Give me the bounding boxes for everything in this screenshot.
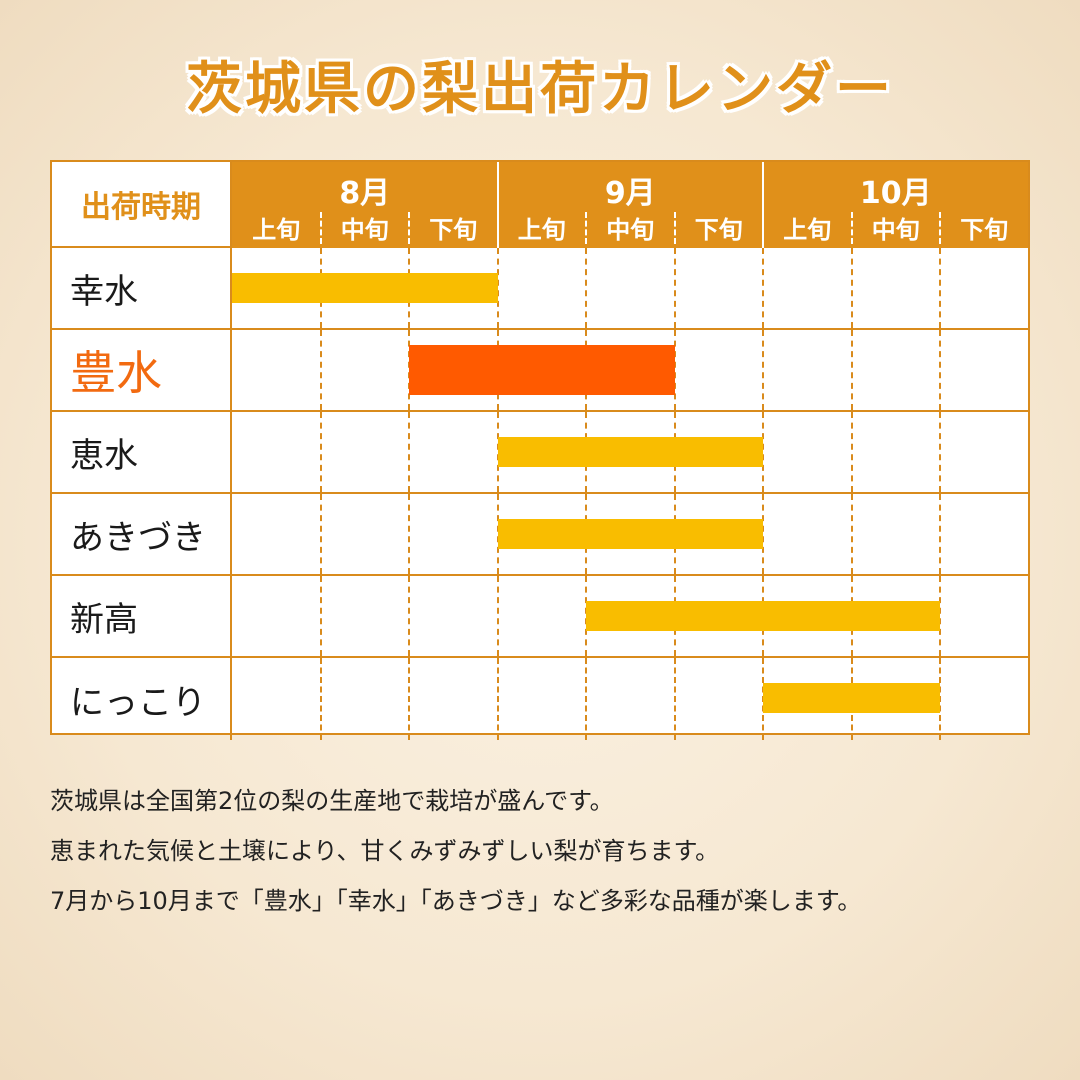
- grid-line: [850, 330, 853, 410]
- period-label: 中旬: [340, 216, 389, 244]
- description-line-1: 茨城県は全国第2位の梨の生産地で栽培が盛んです。: [50, 787, 614, 815]
- month-label: 10月: [859, 176, 932, 211]
- month-divider: [762, 162, 764, 248]
- page-title: 茨城県の梨出荷カレンダー: [186, 57, 894, 122]
- grid-line: [762, 248, 764, 328]
- calendar-header: 8月 9月 10月 上旬 中旬 下旬 上旬 中旬 下旬 上旬 中旬 下旬: [232, 162, 1028, 248]
- grid-line: [939, 330, 941, 410]
- grid-line: [762, 494, 764, 574]
- period-label: 下旬: [694, 216, 743, 244]
- grid-line: [585, 658, 587, 740]
- grid-line: [939, 412, 941, 492]
- grid-line: [762, 330, 764, 410]
- grid-line: [585, 248, 587, 328]
- grid-line: [939, 248, 941, 328]
- shipping-period-bar: [586, 601, 940, 631]
- description: 茨城県は全国第2位の梨の生産地で栽培が盛んです。 恵まれた気候と土壌により、甘く…: [50, 785, 1040, 935]
- grid-line: [939, 576, 941, 656]
- variety-row: あきづき: [52, 494, 1028, 576]
- grid-line: [319, 576, 322, 656]
- grid-line: [319, 412, 322, 492]
- corner-label: 出荷時期: [52, 162, 232, 248]
- grid-line: [762, 412, 764, 492]
- period-label: 下旬: [429, 216, 478, 244]
- shipping-period-bar: [497, 437, 763, 467]
- period-label: 上旬: [783, 216, 832, 244]
- grid-line: [408, 576, 410, 656]
- grid-line: [496, 658, 499, 740]
- grid-line: [496, 576, 499, 656]
- grid-line: [850, 494, 853, 574]
- grid-line: [408, 494, 410, 574]
- variety-row: 豊水: [52, 330, 1028, 412]
- shipping-period-bar: [232, 273, 498, 303]
- description-line-3: 7月から10月まで「豊水」「幸水」「あきづき」など多彩な品種が楽します。: [50, 887, 862, 915]
- grid-line: [319, 658, 322, 740]
- period-divider: [673, 212, 676, 244]
- description-line-2: 恵まれた気候と土壌により、甘くみずみずしい梨が育ちます。: [50, 837, 720, 865]
- period-label: 下旬: [960, 216, 1009, 244]
- shipping-period-bar: [497, 519, 763, 549]
- variety-name: 新高: [52, 576, 232, 656]
- grid-line: [408, 658, 410, 740]
- period-label: 中旬: [606, 216, 655, 244]
- grid-line: [496, 248, 499, 328]
- grid-line: [408, 412, 410, 492]
- variety-row: 恵水: [52, 412, 1028, 494]
- month-divider: [496, 162, 499, 248]
- grid-line: [939, 658, 941, 740]
- variety-name: 恵水: [52, 412, 232, 492]
- variety-row: にっこり: [52, 658, 1028, 740]
- period-divider: [850, 212, 853, 244]
- period-divider: [319, 212, 322, 244]
- grid-line: [673, 248, 676, 328]
- period-label: 上旬: [517, 216, 566, 244]
- grid-line: [673, 330, 676, 410]
- month-label: 8月: [339, 176, 391, 211]
- variety-name: あきづき: [52, 494, 232, 574]
- grid-line: [673, 658, 676, 740]
- variety-row: 幸水: [52, 248, 1028, 330]
- variety-name: 幸水: [52, 248, 232, 328]
- grid-line: [850, 412, 853, 492]
- period-label: 中旬: [871, 216, 920, 244]
- shipping-calendar: 出荷時期 8月 9月 10月 上旬 中旬 下旬 上旬 中旬 下旬 上旬 中旬 下旬 幸水 豊水 恵水 あきづ…: [50, 160, 1030, 740]
- shipping-period-bar: [409, 345, 675, 395]
- period-divider: [939, 212, 941, 244]
- grid-line: [319, 330, 322, 410]
- shipping-period-bar: [763, 683, 940, 713]
- month-label: 9月: [604, 176, 656, 211]
- grid-line: [850, 248, 853, 328]
- variety-name: 豊水: [52, 330, 232, 410]
- grid-line: [939, 494, 941, 574]
- period-label: 上旬: [252, 216, 301, 244]
- variety-name: にっこり: [52, 658, 232, 740]
- grid-line: [319, 494, 322, 574]
- period-divider: [408, 212, 410, 244]
- period-divider: [585, 212, 587, 244]
- variety-row: 新高: [52, 576, 1028, 658]
